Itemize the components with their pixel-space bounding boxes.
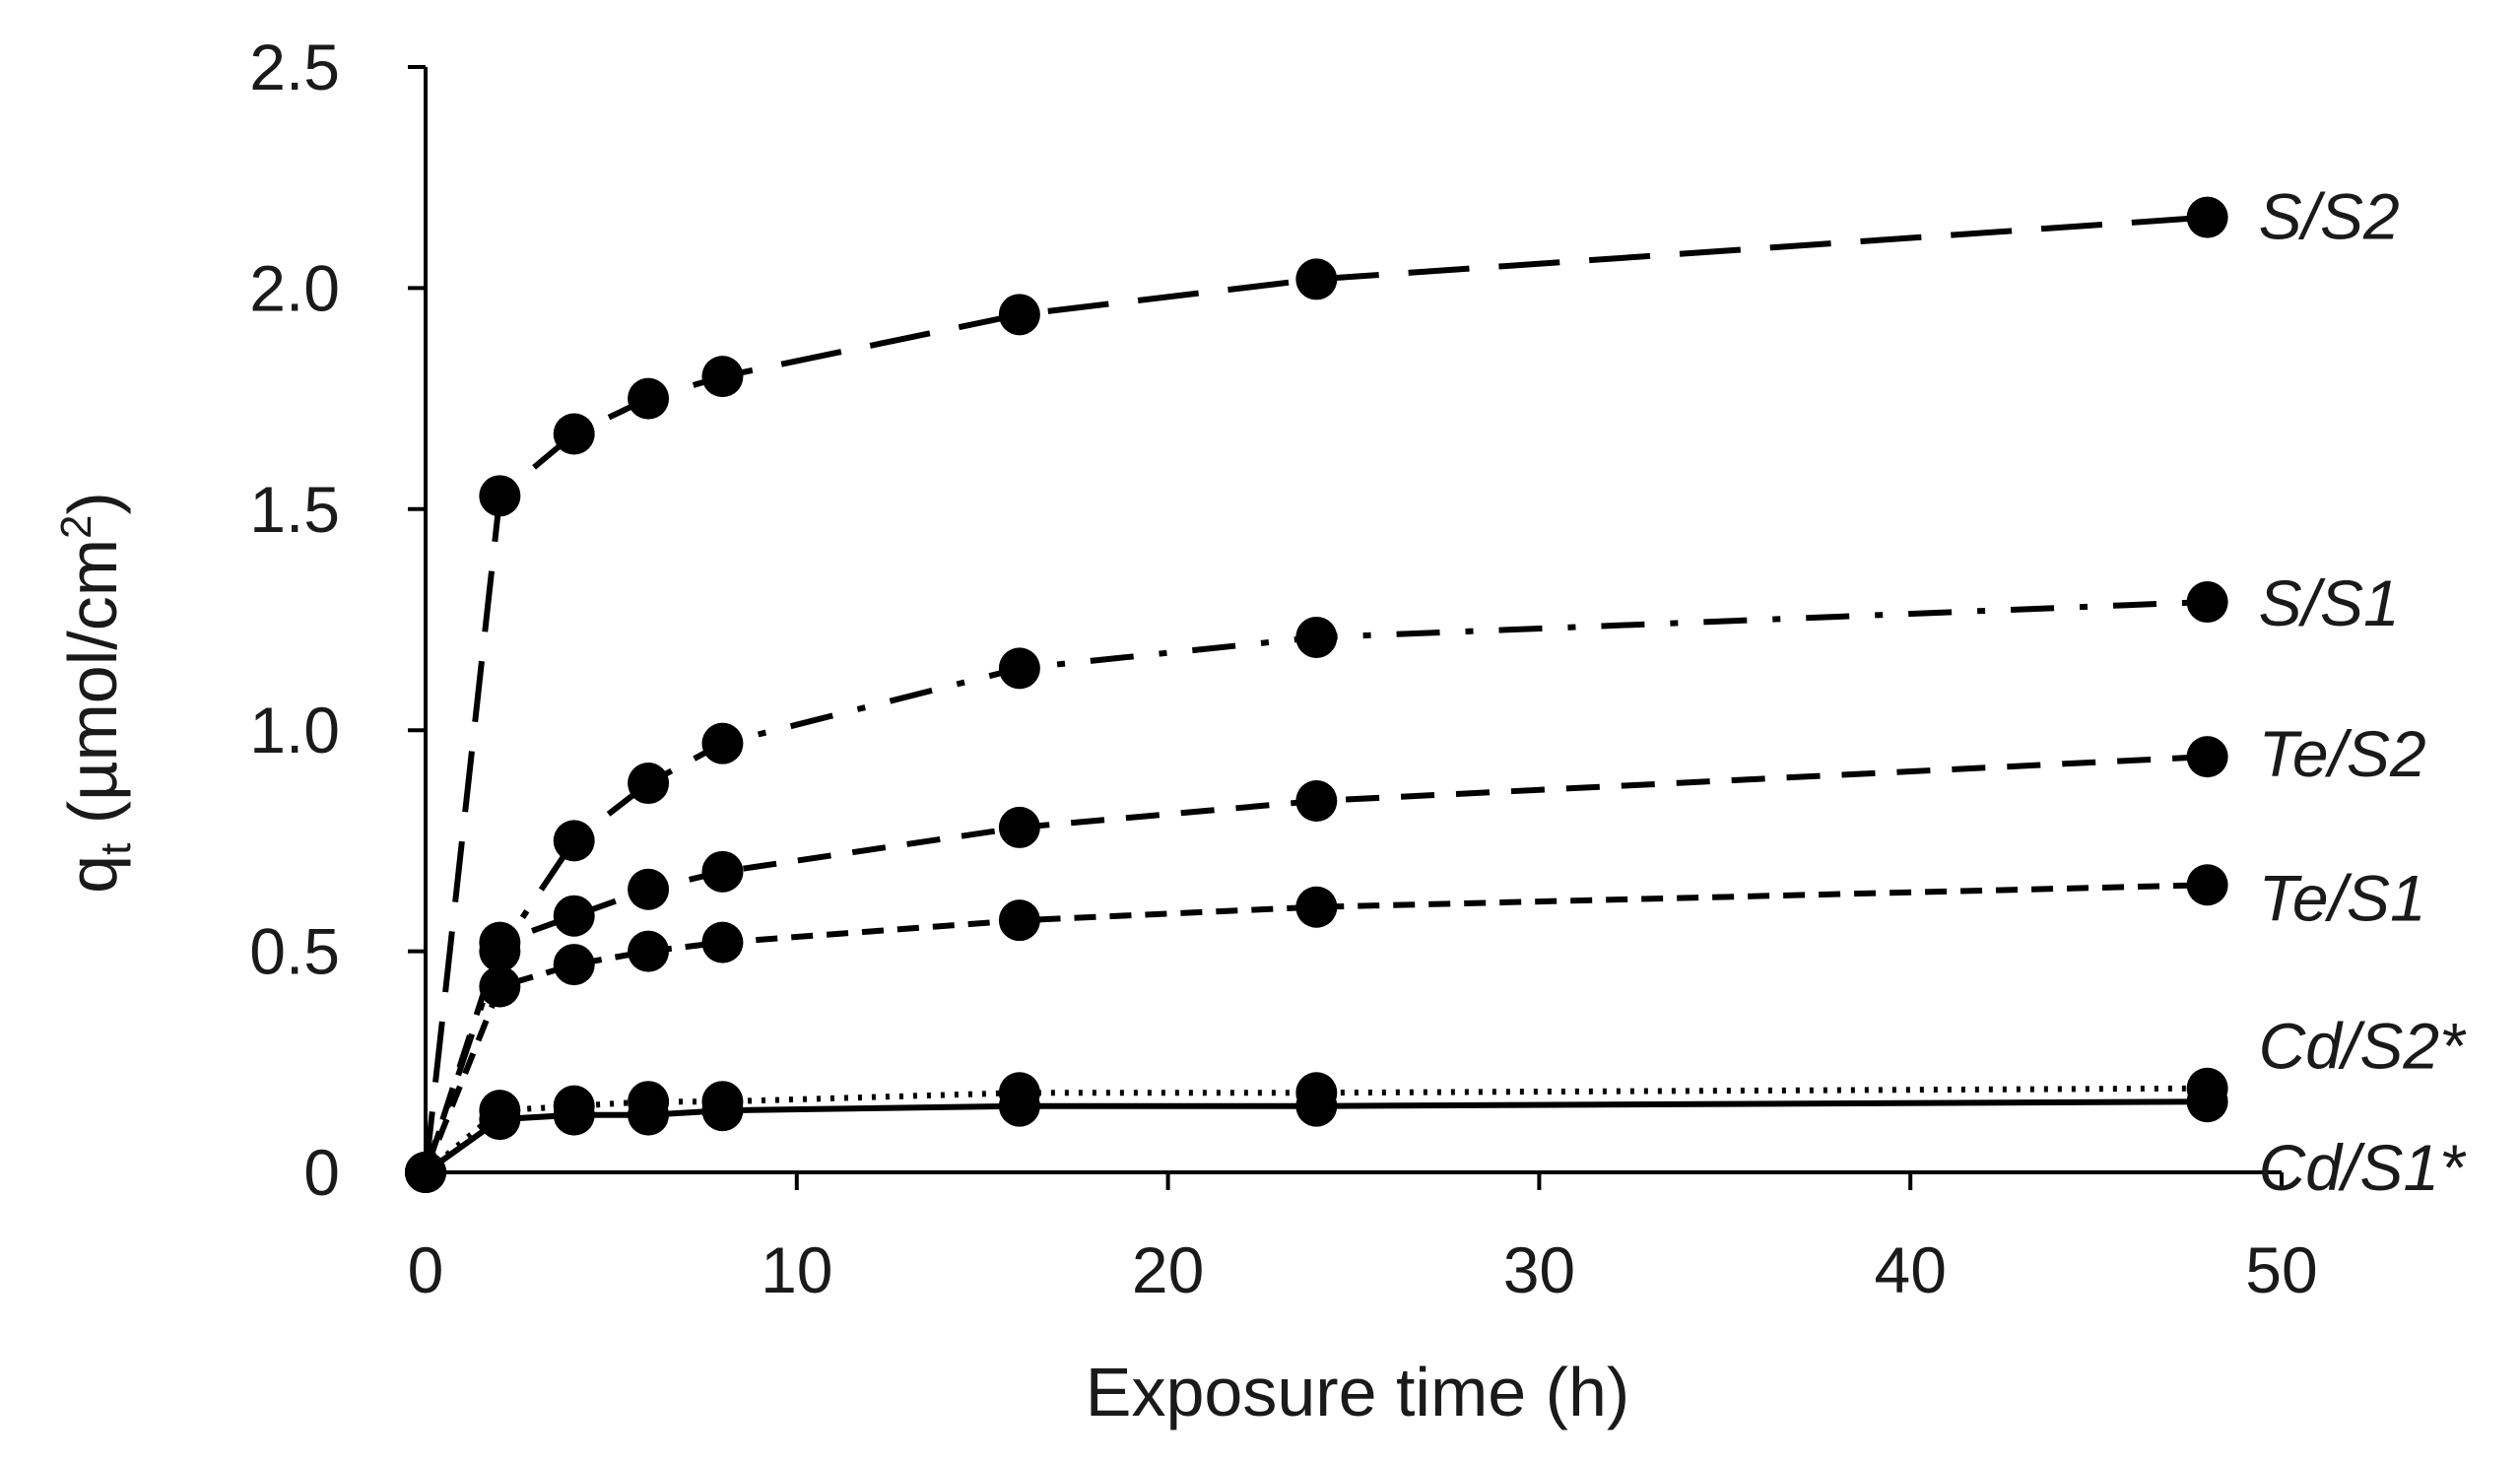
data-point — [1295, 1085, 1338, 1127]
y-tick-label: 0 — [303, 1136, 340, 1209]
y-axis-title-main: q — [54, 855, 131, 894]
data-point — [1295, 258, 1338, 300]
data-point — [2186, 864, 2228, 906]
series-label: S/S2 — [2259, 180, 2400, 253]
data-point — [479, 965, 521, 1008]
data-point — [998, 806, 1040, 848]
y-axis-title-close: ) — [54, 492, 131, 514]
y-tick-label: 1.5 — [249, 473, 340, 546]
series-line — [423, 754, 2208, 1173]
y-tick-label: 2.5 — [249, 31, 340, 103]
series-lines — [423, 214, 2208, 1175]
y-tick-label: 1.0 — [249, 694, 340, 766]
data-point — [2186, 196, 2228, 238]
data-point — [2186, 1081, 2228, 1123]
data-point — [2186, 736, 2228, 778]
data-point — [553, 1094, 595, 1136]
data-point — [479, 1098, 521, 1141]
series-label: S/S1 — [2259, 566, 2400, 639]
data-point — [1295, 780, 1338, 823]
data-point — [2186, 581, 2228, 624]
series-line — [423, 214, 2208, 1173]
y-tick-label: 2.0 — [249, 251, 340, 324]
data-point — [628, 377, 670, 420]
axes: 0 0.5 1.0 1.5 2.0 2.5 0 10 20 30 40 50 — [249, 31, 2317, 1306]
x-tick-label: 50 — [2245, 1233, 2317, 1306]
data-point — [553, 413, 595, 455]
data-point — [628, 763, 670, 805]
series-label: Cd/S1* — [2259, 1131, 2467, 1204]
x-tick-label: 40 — [1874, 1233, 1946, 1306]
y-axis-title-superscript: 2 — [52, 515, 100, 539]
series-markers — [405, 196, 2228, 1193]
data-point — [998, 1085, 1040, 1127]
data-point — [553, 895, 595, 937]
data-point — [701, 356, 744, 398]
data-point — [701, 850, 744, 893]
data-point — [998, 294, 1040, 336]
data-point — [1295, 616, 1338, 658]
x-tick-label: 20 — [1132, 1233, 1204, 1306]
series-line — [423, 599, 2208, 1173]
data-point — [405, 1152, 446, 1193]
data-point — [479, 921, 521, 963]
y-axis-title-unit: (µmol/cm — [54, 539, 131, 843]
x-tick-label: 10 — [761, 1233, 832, 1306]
data-point — [628, 1094, 670, 1136]
data-point — [998, 647, 1040, 690]
series-label: Te/S1 — [2259, 861, 2426, 934]
data-point — [628, 930, 670, 972]
series-label: Cd/S2* — [2259, 1010, 2467, 1083]
y-axis-title-subscript: t — [92, 843, 140, 855]
data-point — [701, 1090, 744, 1132]
series-labels: S/S2 S/S1 Te/S2 Te/S1 Cd/S2* Cd/S1* — [2259, 180, 2467, 1205]
data-point — [1295, 886, 1338, 928]
y-axis-title: qt (µmol/cm2) — [52, 492, 140, 894]
data-point — [998, 899, 1040, 942]
data-point — [701, 722, 744, 764]
series-label: Te/S2 — [2259, 717, 2426, 790]
x-axis-title: Exposure time (h) — [1086, 1354, 1629, 1430]
y-tick-label: 0.5 — [249, 915, 340, 988]
series-line — [423, 882, 2208, 1174]
data-point — [479, 475, 521, 517]
data-point — [628, 868, 670, 910]
x-tick-label: 0 — [408, 1233, 444, 1306]
data-point — [553, 944, 595, 986]
data-point — [553, 820, 595, 862]
data-point — [701, 921, 744, 963]
x-tick-label: 30 — [1503, 1233, 1575, 1306]
